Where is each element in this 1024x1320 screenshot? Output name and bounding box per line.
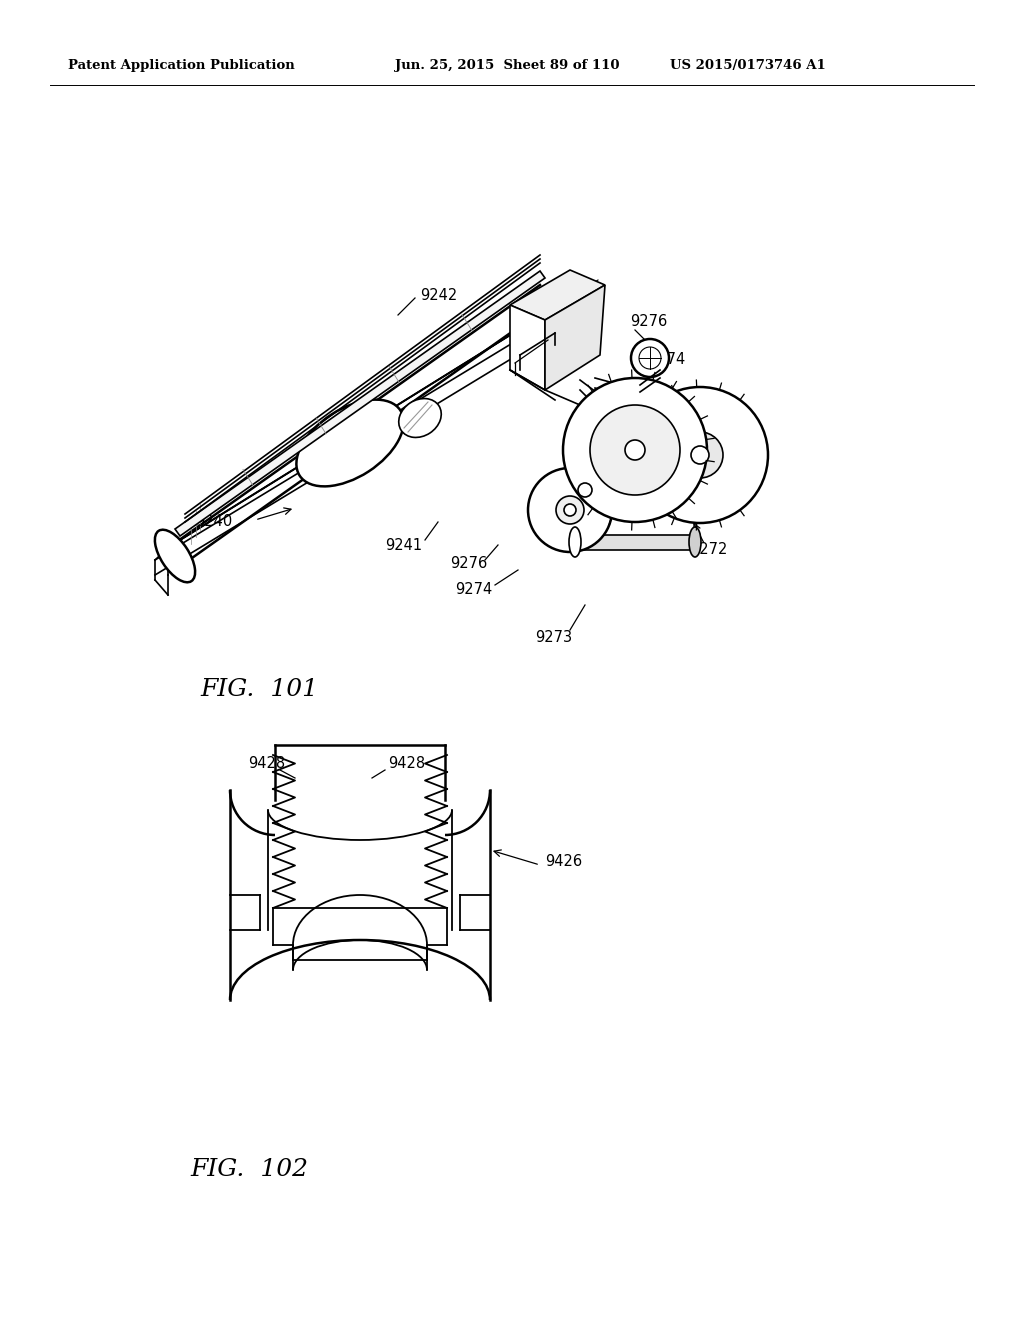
Polygon shape — [175, 271, 545, 536]
Ellipse shape — [590, 405, 680, 495]
Text: 9273: 9273 — [535, 631, 572, 645]
Polygon shape — [510, 271, 605, 319]
Ellipse shape — [677, 432, 723, 478]
Ellipse shape — [689, 527, 701, 557]
Text: 9276: 9276 — [630, 314, 668, 330]
Text: 9242: 9242 — [420, 288, 458, 302]
Text: 9274: 9274 — [648, 352, 685, 367]
Polygon shape — [575, 535, 695, 550]
Text: FIG.  101: FIG. 101 — [200, 678, 318, 701]
Ellipse shape — [564, 504, 575, 516]
Ellipse shape — [398, 399, 441, 437]
Text: 9428: 9428 — [388, 755, 425, 771]
Ellipse shape — [691, 446, 709, 465]
Ellipse shape — [556, 496, 584, 524]
Ellipse shape — [631, 339, 669, 378]
Polygon shape — [545, 285, 605, 389]
Ellipse shape — [296, 400, 403, 486]
Text: 9274: 9274 — [455, 582, 493, 597]
Text: 9428: 9428 — [248, 755, 285, 771]
Text: 9276: 9276 — [450, 556, 487, 570]
Ellipse shape — [563, 378, 707, 521]
Text: Jun. 25, 2015  Sheet 89 of 110: Jun. 25, 2015 Sheet 89 of 110 — [395, 58, 620, 71]
Text: Patent Application Publication: Patent Application Publication — [68, 58, 295, 71]
Ellipse shape — [569, 527, 581, 557]
Text: 9272: 9272 — [690, 543, 727, 557]
Ellipse shape — [632, 387, 768, 523]
Text: 9426: 9426 — [545, 854, 582, 870]
Ellipse shape — [578, 483, 592, 498]
Ellipse shape — [625, 440, 645, 459]
Text: 9240: 9240 — [195, 515, 232, 529]
Text: US 2015/0173746 A1: US 2015/0173746 A1 — [670, 58, 825, 71]
Polygon shape — [510, 305, 545, 389]
Text: FIG.  102: FIG. 102 — [190, 1159, 308, 1181]
Ellipse shape — [528, 469, 612, 552]
Ellipse shape — [155, 529, 196, 582]
Text: 9241: 9241 — [385, 537, 422, 553]
